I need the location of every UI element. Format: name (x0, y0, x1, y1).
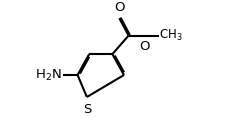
Text: H$_2$N: H$_2$N (35, 67, 61, 83)
Text: S: S (83, 103, 92, 116)
Text: O: O (139, 40, 150, 53)
Text: CH$_3$: CH$_3$ (159, 28, 183, 43)
Text: O: O (114, 1, 124, 14)
